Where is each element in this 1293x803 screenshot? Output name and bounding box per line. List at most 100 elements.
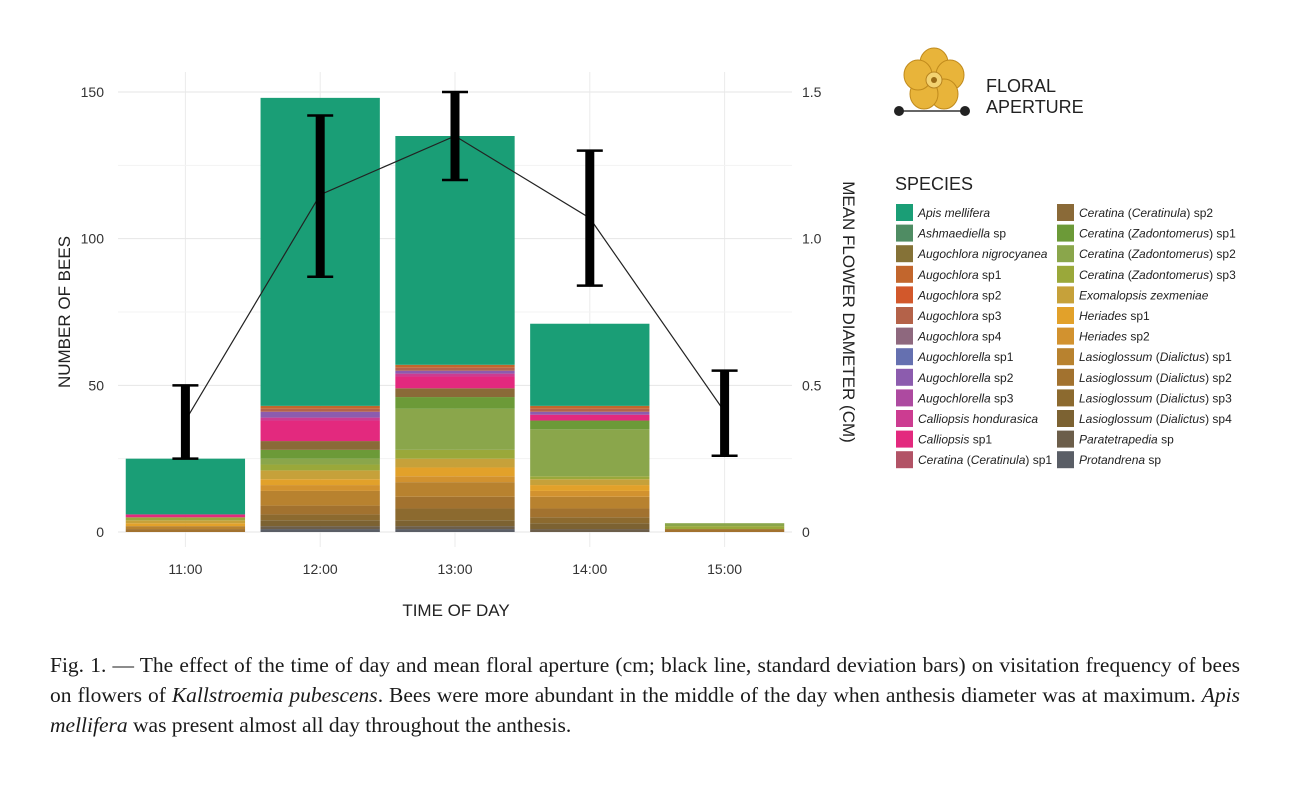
bar-segment (125, 529, 246, 532)
chart: 0 50 100 150 0 0.5 1.0 1.5 11:00 12:00 13:00 14:00 1… (55, 47, 1236, 620)
bar-segment (260, 470, 380, 480)
bar-stack-1100 (125, 458, 246, 532)
legend-swatch (896, 389, 913, 407)
bar-segment (395, 529, 515, 532)
legend-label: Paratetrapedia sp (1079, 433, 1174, 447)
bar-segment (395, 496, 515, 509)
flower-icon (903, 47, 965, 110)
aperture-diameter-icon (894, 106, 970, 116)
error-bar (711, 369, 738, 457)
bar-segment (260, 479, 380, 486)
legend-label: Lasioglossum (Dialictus) sp1 (1079, 350, 1232, 364)
legend-label: Augochlorella sp3 (917, 391, 1014, 405)
bar-segment (125, 523, 246, 527)
bar-segment (530, 411, 650, 415)
legend-item: Heriades sp1 (1057, 307, 1150, 324)
error-bar (576, 149, 603, 287)
legend-item: Ceratina (Zadontomerus) sp1 (1057, 224, 1236, 242)
legend-label: Heriades sp2 (1079, 330, 1150, 344)
legend-label: Ceratina (Zadontomerus) sp3 (1079, 268, 1236, 282)
legend-label: Protandrena sp (1079, 453, 1161, 467)
bar-stack-1300 (395, 136, 515, 532)
species-legend: Apis mellifera Ashmaediella sp Augochlora … (896, 204, 1236, 469)
legend-item: Paratetrapedia sp (1057, 430, 1174, 448)
legend-swatch (1057, 368, 1074, 386)
bar-segment (395, 482, 515, 497)
legend-swatch (896, 410, 913, 427)
bar-stack-1500 (664, 523, 785, 532)
y2-tick-label: 0 (802, 524, 810, 540)
bar-segment (260, 514, 380, 521)
legend-label: Ceratina (Zadontomerus) sp1 (1079, 227, 1236, 241)
legend-item: Calliopsis sp1 (896, 430, 992, 448)
legend-swatch (1057, 265, 1074, 283)
legend-swatch (896, 430, 913, 448)
bars (125, 97, 785, 532)
bar-segment (395, 467, 515, 477)
legend-item: Augochlora sp4 (896, 327, 1002, 345)
y-tick-label: 50 (88, 377, 104, 393)
bar-segment (260, 526, 380, 530)
legend-label: Augochlora sp4 (917, 330, 1002, 344)
floral-aperture-legend: FLORAL APERTURE (894, 47, 1084, 117)
legend-label: Calliopsis sp1 (918, 433, 992, 447)
legend-item: Augochlora sp3 (896, 307, 1002, 324)
legend-item: Calliopsis hondurasica (896, 410, 1038, 427)
legend-label: Ashmaediella sp (917, 227, 1006, 241)
bar-segment (530, 479, 650, 486)
legend-swatch (896, 368, 913, 386)
bar-segment (530, 508, 650, 518)
legend-swatch (896, 327, 913, 345)
bar-segment (530, 517, 650, 524)
error-bar (172, 384, 199, 460)
legend-swatch (896, 348, 913, 366)
bar-segment (125, 526, 246, 530)
legend-swatch (896, 265, 913, 283)
bar-segment (395, 373, 515, 377)
error-bar (307, 114, 334, 279)
legend-item: Augochlorella sp2 (896, 368, 1014, 386)
y-tick-label: 150 (81, 84, 105, 100)
bar-segment (530, 414, 650, 421)
x-tick-label: 12:00 (303, 561, 338, 577)
caption-text-2: . Bees were more abundant in the middle … (377, 683, 1202, 707)
bar-segment (260, 485, 380, 491)
bar-segment (260, 490, 380, 506)
bar-segment (395, 364, 515, 368)
bar-segment (395, 376, 515, 389)
legend-label: Heriades sp1 (1079, 309, 1150, 323)
legend-label: Exomalopsis zexmeniae (1079, 288, 1209, 302)
caption-text-3: was present almost all day throughout th… (127, 713, 572, 737)
caption-species-name: Kallstroemia pubescens (171, 683, 378, 707)
y2-tick-label: 1.0 (802, 231, 822, 247)
legend-label: Lasioglossum (Dialictus) sp4 (1079, 412, 1232, 426)
bar-segment (530, 420, 650, 430)
bar-segment (260, 458, 380, 465)
legend-label: Lasioglossum (Dialictus) sp3 (1079, 391, 1232, 405)
legend-item: Heriades sp2 (1057, 327, 1150, 345)
bar-segment (260, 464, 380, 471)
bar-segment (664, 523, 785, 527)
bar-segment (664, 529, 785, 532)
figure-caption: Fig. 1. — The effect of the time of day … (50, 650, 1240, 740)
legend-item: Ashmaediella sp (896, 224, 1006, 242)
bar-segment (395, 449, 515, 459)
bar-segment (395, 367, 515, 371)
legend-swatch (1057, 430, 1074, 448)
legend-swatch (896, 245, 913, 263)
axes: 0 50 100 150 0 0.5 1.0 1.5 11:00 12:00 13:00 14:00 1… (81, 84, 822, 577)
legend-label: Augochlora sp1 (917, 268, 1002, 282)
legend-item: Exomalopsis zexmeniae (1057, 286, 1209, 304)
legend-swatch (1057, 204, 1074, 221)
legend-swatch (1057, 410, 1074, 427)
legend-item: Lasioglossum (Dialictus) sp3 (1057, 389, 1232, 407)
legend-swatch (1057, 286, 1074, 304)
bar-segment (530, 490, 650, 497)
aperture-legend-line2: APERTURE (986, 97, 1084, 117)
legend-item: Protandrena sp (1057, 451, 1161, 469)
bar-segment (395, 476, 515, 483)
legend-item: Augochlora sp1 (896, 265, 1002, 283)
legend-label: Ceratina (Ceratinula) sp2 (1079, 206, 1213, 220)
bar-segment (260, 520, 380, 527)
legend-label: Augochlora sp2 (917, 288, 1002, 302)
